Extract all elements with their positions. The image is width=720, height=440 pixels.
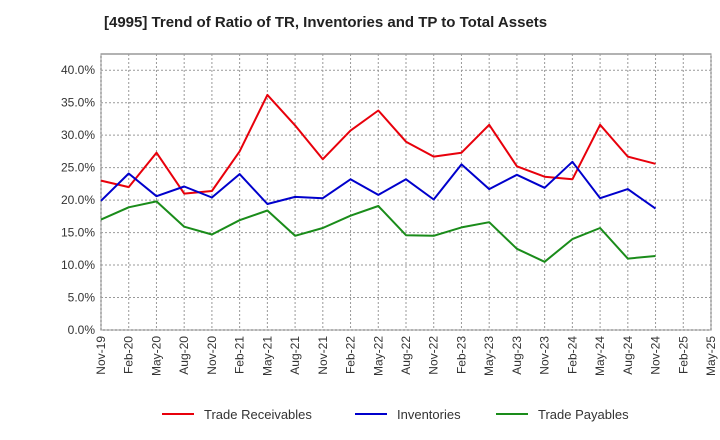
x-tick-label: Feb-23 [454,336,468,374]
legend: Trade Receivables Inventories Trade Payabl… [162,407,629,422]
x-tick-label: Aug-23 [510,336,524,375]
x-tick-label: Nov-24 [649,336,663,375]
y-tick-label: 0.0% [68,323,96,337]
x-axis: Nov-19 Feb-20 May-20 Aug-20 Nov-20 Feb-21 May-… [94,336,718,376]
x-tick-label: May-21 [260,336,274,376]
y-tick-label: 25.0% [61,161,95,175]
y-tick-label: 35.0% [61,96,95,110]
x-tick-label: Aug-21 [288,336,302,375]
x-tick-label: Nov-22 [427,336,441,375]
x-tick-label: May-22 [371,336,385,376]
x-tick-label: Nov-23 [538,336,552,375]
x-tick-label: Aug-24 [621,336,635,375]
y-axis: 0.0% 5.0% 10.0% 15.0% 20.0% 25.0% 30.0% 35.0% 40… [61,63,95,337]
series-line-trade-payables [100,200,656,263]
y-tick-label: 40.0% [61,63,95,77]
chart-title: [4995] Trend of Ratio of TR, Inventories… [104,14,548,31]
series-lines [100,93,657,263]
x-tick-label: May-25 [704,336,718,376]
y-tick-label: 20.0% [61,193,95,207]
x-tick-label: Feb-22 [344,336,358,374]
y-tick-label: 30.0% [61,128,95,142]
x-tick-label: May-23 [482,336,496,376]
x-tick-label: Feb-25 [676,336,690,374]
x-tick-label: Aug-20 [177,336,191,375]
x-tick-label: Feb-24 [565,336,579,374]
x-tick-label: Nov-20 [205,336,219,375]
x-tick-label: Nov-19 [94,336,108,375]
x-tick-label: May-20 [149,336,163,376]
x-tick-label: Nov-21 [316,336,330,375]
series-line-trade-receivables [100,93,656,195]
x-tick-label: Feb-21 [233,336,247,374]
x-tick-label: Feb-20 [122,336,136,374]
x-tick-label: Aug-22 [399,336,413,375]
grid-lines [100,54,712,331]
series-line-inventories [100,160,657,210]
x-tick-label: May-24 [593,336,607,376]
y-tick-label: 15.0% [61,226,95,240]
y-tick-label: 5.0% [68,291,96,305]
legend-label: Trade Payables [538,407,629,422]
legend-label: Inventories [397,407,461,422]
legend-label: Trade Receivables [204,407,312,422]
y-tick-label: 10.0% [61,258,95,272]
